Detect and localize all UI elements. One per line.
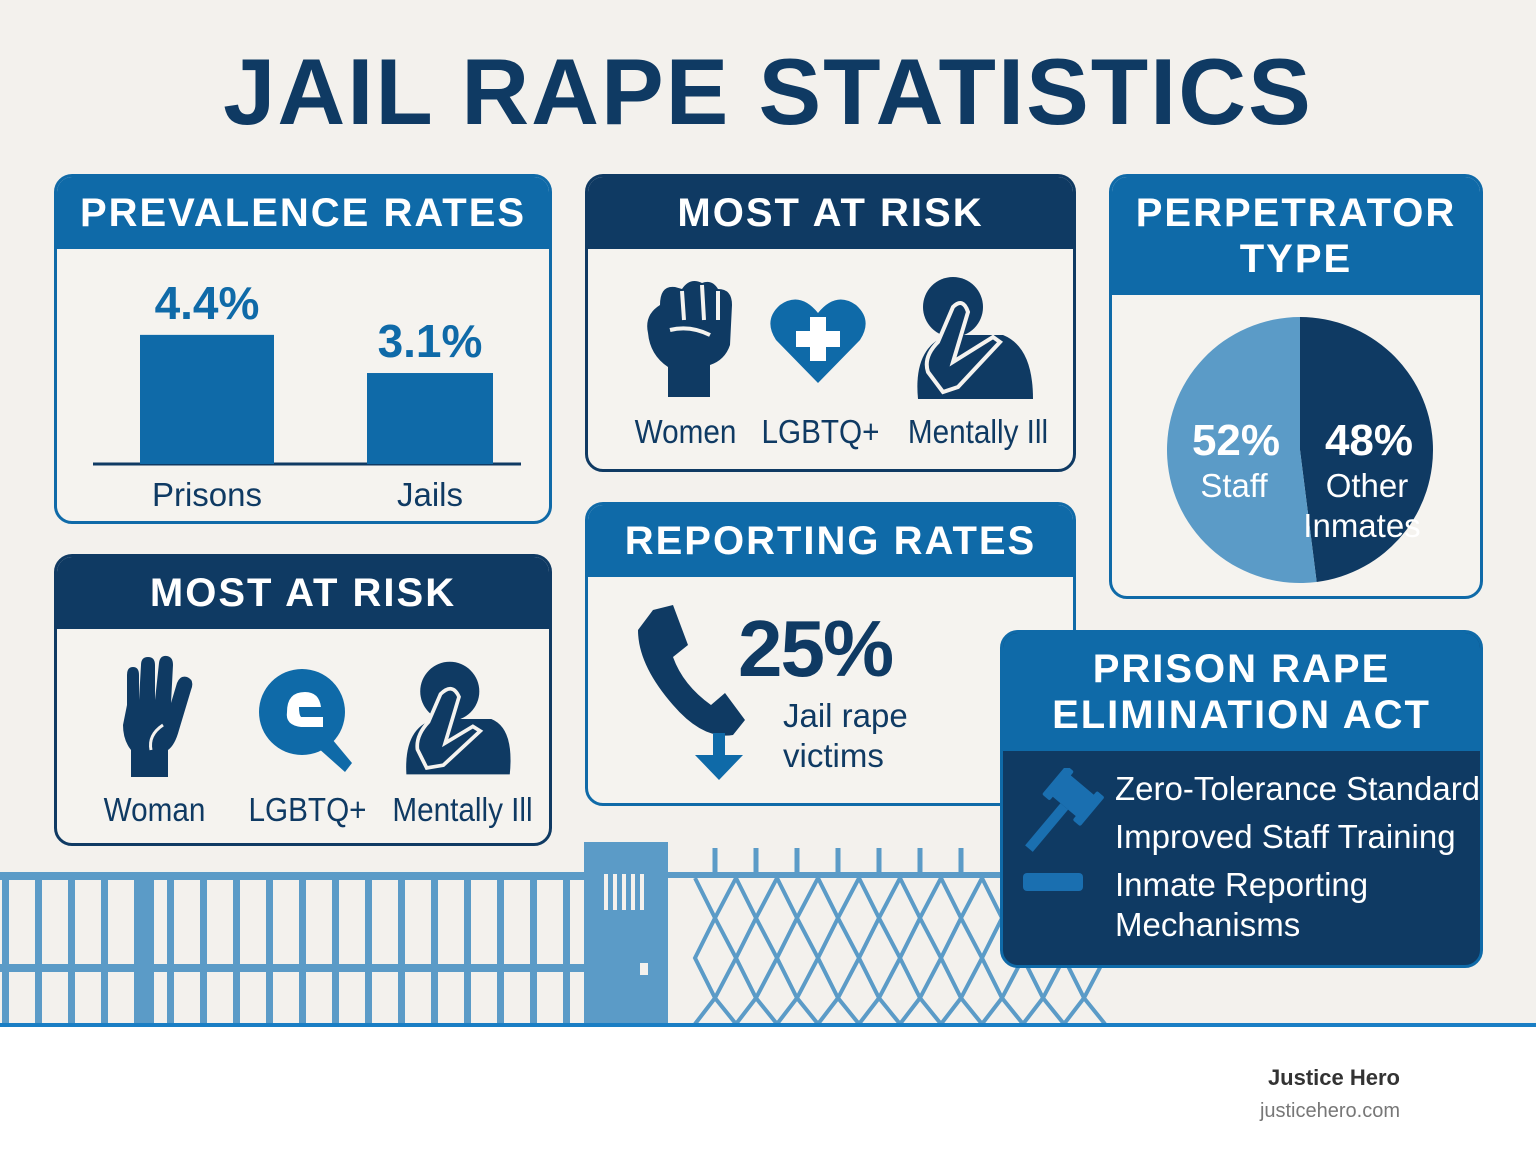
- risk-label-lgbtq-2: LGBTQ+: [248, 791, 367, 828]
- risk-bottom-panel: MOST AT RISK Woman LGBTQ+ Mentally Ill: [54, 554, 552, 846]
- gate-window-bar: [613, 874, 617, 910]
- fence-middle-rail: [0, 964, 585, 972]
- fence-bar: [35, 872, 42, 1024]
- fence-bar: [200, 872, 207, 1024]
- gate-window-bar: [631, 874, 635, 910]
- reporting-value: 25%: [738, 604, 894, 693]
- fence-bar: [464, 872, 471, 1024]
- risk-label-women: Women: [634, 413, 737, 450]
- fence-bar: [233, 872, 240, 1024]
- fence-bar: [365, 872, 372, 1024]
- fence-bar: [530, 872, 537, 1024]
- prevalence-header: PREVALENCE RATES: [57, 177, 549, 249]
- pie-label-other-value: 48%: [1325, 416, 1413, 465]
- footer-brand: Justice Hero: [1267, 1065, 1400, 1090]
- head-in-hand-icon-2: [406, 661, 511, 775]
- risk-bottom-header: MOST AT RISK: [57, 557, 549, 629]
- perpetrator-panel: PERPETRATOR TYPE 52% Staff 48% Other Inmates: [1109, 174, 1483, 599]
- pie-label-staff: Staff: [1200, 467, 1268, 504]
- prea-item-4: Mechanisms: [1115, 906, 1301, 943]
- risk-label-lgbtq: LGBTQ+: [761, 413, 880, 450]
- fence-bar: [266, 872, 273, 1024]
- prea-panel: PRISON RAPE ELIMINATION ACT Zero-Toleran…: [1000, 630, 1483, 968]
- perpetrator-header-line1: PERPETRATOR: [1135, 191, 1457, 235]
- risk-top-panel: MOST AT RISK Women LGBTQ+ Mentally Ill: [585, 174, 1076, 472]
- fence-bar: [398, 872, 405, 1024]
- raised-hand-icon: [123, 655, 193, 777]
- fence-bar: [2, 872, 9, 1024]
- heart-plus-icon: [770, 299, 866, 383]
- fence-bar: [167, 872, 174, 1024]
- prea-item-2: Improved Staff Training: [1115, 818, 1456, 855]
- perpetrator-header: PERPETRATOR TYPE: [1112, 177, 1480, 295]
- bar-data-label: 3.1%: [378, 315, 483, 367]
- reporting-caption-line1: Jail rape: [783, 697, 908, 734]
- fence-post: [134, 872, 154, 1024]
- fence-bar: [563, 872, 570, 1024]
- bar-chart: 4.4% Prisons 3.1% Jails: [93, 277, 521, 513]
- page-title: JAIL RAPE STATISTICS: [223, 39, 1313, 144]
- fence-illustration: [0, 842, 1108, 1026]
- fence-bar: [431, 872, 438, 1024]
- footer-url[interactable]: justicehero.com: [1259, 1100, 1400, 1122]
- risk-label-mentally-ill: Mentally Ill: [907, 413, 1049, 450]
- gate-window-bar: [640, 874, 644, 910]
- prea-item-1: Zero-Tolerance Standard: [1115, 770, 1481, 807]
- fence-bar: [332, 872, 339, 1024]
- prea-header: PRISON RAPE ELIMINATION ACT: [1003, 633, 1480, 751]
- ribbon-badge-icon: [259, 669, 352, 772]
- head-in-hand-icon: [917, 277, 1033, 399]
- risk-top-header: MOST AT RISK: [588, 177, 1073, 249]
- pie-label-other-line1: Other: [1326, 467, 1409, 504]
- fence-top-rail: [0, 872, 585, 880]
- gate-window-bar: [622, 874, 626, 910]
- gavel-icon: [1023, 768, 1104, 891]
- footer: Justice Hero justicehero.com: [0, 1027, 1536, 1154]
- prea-header-line2: ELIMINATION ACT: [1052, 693, 1431, 737]
- reporting-caption-line2: victims: [783, 737, 884, 774]
- pie-label-other-line2: Inmates: [1303, 507, 1420, 544]
- pie-slice-staff: [1167, 317, 1317, 583]
- reporting-panel: REPORTING RATES 25% Jail rape victims: [585, 502, 1076, 806]
- reporting-header: REPORTING RATES: [588, 505, 1073, 577]
- pie-label-staff-value: 52%: [1192, 416, 1280, 465]
- prea-item-3: Inmate Reporting: [1115, 866, 1369, 903]
- fence-bar: [299, 872, 306, 1024]
- raised-fist-icon: [647, 281, 732, 397]
- bar-category-label: Jails: [397, 476, 463, 513]
- gate-door: [584, 842, 668, 1026]
- bar-prisons: [140, 334, 274, 464]
- perpetrator-header-line2: TYPE: [1239, 237, 1353, 281]
- bar-jails: [367, 373, 493, 464]
- divider-line: [0, 1023, 1536, 1027]
- risk-label-mentally-ill-2: Mentally Ill: [392, 791, 533, 828]
- prea-header-line1: PRISON RAPE: [1092, 647, 1391, 691]
- fence-bar: [68, 872, 75, 1024]
- prevalence-panel: PREVALENCE RATES 4.4% Prisons 3.1% Jails: [54, 174, 552, 524]
- gate-window-bar: [604, 874, 608, 910]
- bar-data-label: 4.4%: [155, 277, 260, 329]
- gate-lock: [640, 963, 648, 975]
- bar-category-label: Prisons: [152, 476, 262, 513]
- fence-bar: [497, 872, 504, 1024]
- phone-down-arrow-icon: [638, 605, 745, 780]
- fence-bar: [101, 872, 108, 1024]
- pie-slice-other-inmates: [1300, 317, 1434, 582]
- risk-label-woman: Woman: [103, 791, 206, 828]
